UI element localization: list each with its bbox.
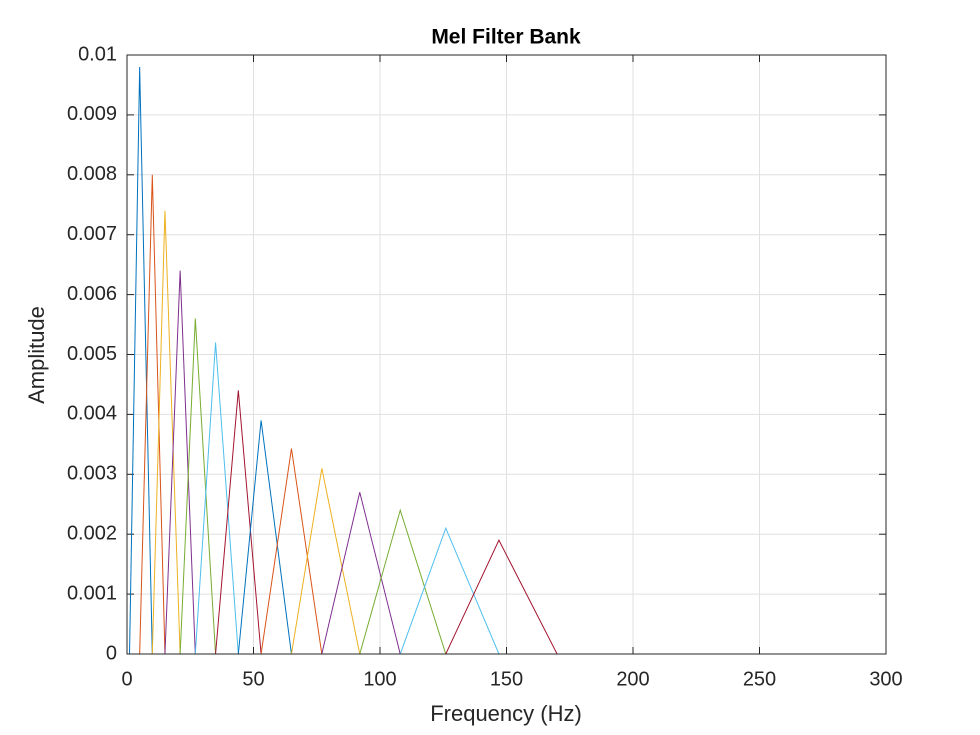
x-tick-label: 100 bbox=[363, 668, 396, 690]
x-tick-label: 50 bbox=[242, 668, 264, 690]
y-tick-label: 0.006 bbox=[67, 283, 117, 305]
y-tick-label: 0.009 bbox=[67, 103, 117, 125]
y-tick-label: 0.001 bbox=[67, 582, 117, 604]
x-axis-label: Frequency (Hz) bbox=[430, 701, 582, 726]
y-tick-label: 0.003 bbox=[67, 463, 117, 485]
chart-title: Mel Filter Bank bbox=[431, 26, 581, 49]
y-tick-label: 0.002 bbox=[67, 522, 117, 544]
y-axis-label: Amplitude bbox=[24, 306, 49, 404]
x-tick-label: 200 bbox=[616, 668, 649, 690]
x-tick-label: 300 bbox=[869, 668, 902, 690]
y-tick-label: 0.005 bbox=[67, 343, 117, 365]
y-tick-label: 0.008 bbox=[67, 163, 117, 185]
y-tick-label: 0.007 bbox=[67, 223, 117, 245]
x-tick-label: 150 bbox=[490, 668, 523, 690]
y-tick-label: 0.01 bbox=[78, 43, 117, 65]
x-tick-label: 0 bbox=[121, 668, 132, 690]
y-tick-label: 0 bbox=[106, 642, 117, 664]
y-tick-label: 0.004 bbox=[67, 403, 117, 425]
x-tick-label: 250 bbox=[743, 668, 776, 690]
axes-box bbox=[126, 54, 887, 655]
